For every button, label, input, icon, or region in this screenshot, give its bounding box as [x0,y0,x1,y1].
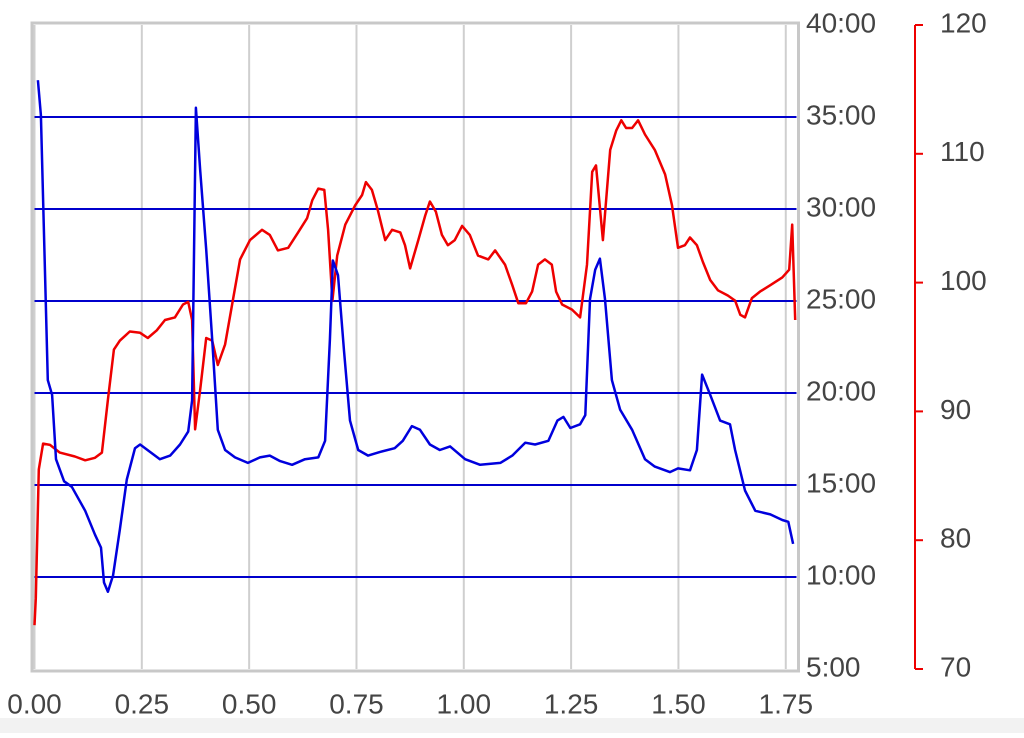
y2-tick-label: 120 [940,7,987,38]
bottom-bar [0,718,1024,733]
y-tick-label: 35:00 [806,99,876,130]
y2-tick-label: 80 [940,523,971,554]
y2-tick-label: 90 [940,394,971,425]
y2-tick-label: 70 [940,651,971,682]
y-tick-label: 15:00 [806,467,876,498]
data-line [36,80,795,593]
x-tick-label: 0.75 [329,688,384,719]
x-tick-label: 0.25 [115,688,170,719]
y-tick-label: 20:00 [806,375,876,406]
x-tick-label: 1.75 [759,688,814,719]
x-tick-label: 1.00 [437,688,492,719]
x-tick-label: 1.50 [651,688,706,719]
x-tick-label: 0.50 [222,688,277,719]
data-line [33,119,797,626]
y-tick-label: 5:00 [806,651,861,682]
y-tick-label: 40:00 [806,7,876,38]
y2-tick-label: 100 [940,265,987,296]
y-tick-label: 10:00 [806,559,876,590]
y2-tick-label: 110 [940,136,985,167]
x-tick-label: 1.25 [544,688,599,719]
y-tick-label: 30:00 [806,191,876,222]
x-tick-label: 0.00 [7,688,62,719]
y-tick-label: 25:00 [806,283,876,314]
plot-frame [30,21,800,673]
